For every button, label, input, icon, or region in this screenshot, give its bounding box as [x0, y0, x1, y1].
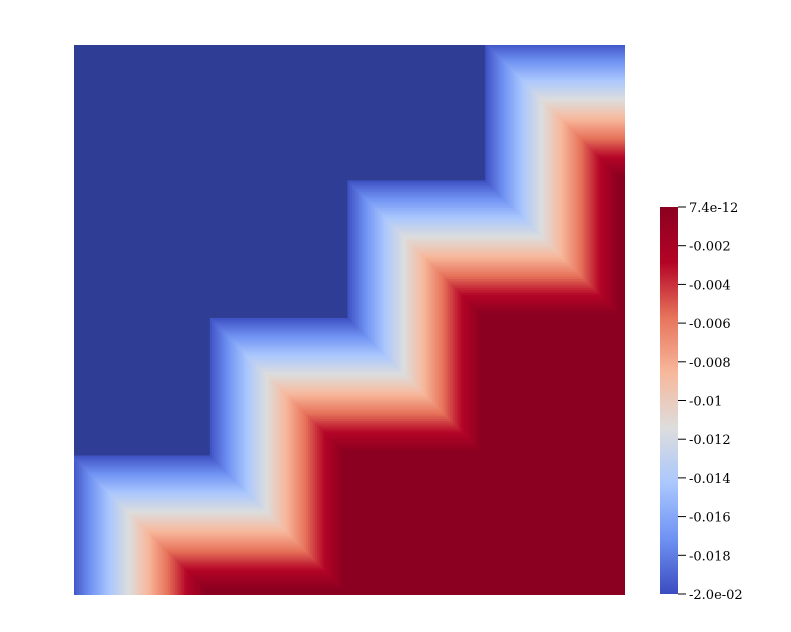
contour-band: [74, 45, 486, 456]
colorbar-tick-label: -0.016: [689, 511, 731, 526]
colorbar-tick-label: -0.008: [689, 356, 731, 371]
colorbar-tick-label: -0.014: [689, 472, 731, 487]
colorbar-ticks: 7.4e-12 -0.002 -0.004 -0.006 -0.008 -0.01 -0.0…: [678, 201, 743, 603]
colorbar-tick-label: -0.012: [689, 433, 731, 448]
colorbar-tick-label: -0.002: [689, 240, 731, 255]
colorbar-tick-label: -0.01: [689, 395, 722, 410]
colorbar-tick-label: -0.004: [689, 278, 731, 293]
colorbar-tick-label: -0.006: [689, 317, 731, 332]
colorbar: 7.4e-12 -0.002 -0.004 -0.006 -0.008 -0.01 -0.0…: [660, 201, 743, 603]
colorbar-gradient: [660, 207, 678, 594]
colorbar-tick-label: -0.018: [689, 549, 731, 564]
colorbar-tick-label: -2.0e-02: [689, 588, 743, 603]
colorbar-tick-label: 7.4e-12: [689, 201, 738, 216]
